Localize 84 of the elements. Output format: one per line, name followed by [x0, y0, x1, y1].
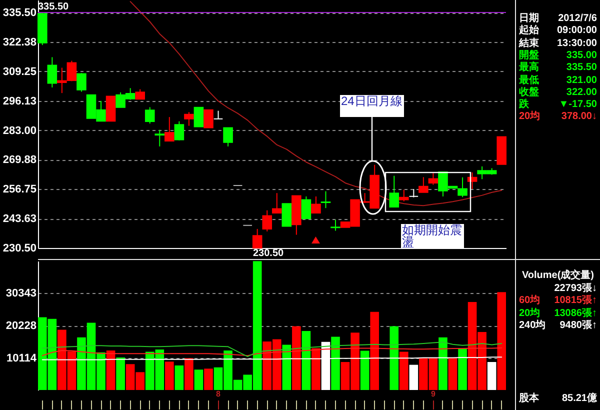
bar — [360, 350, 370, 390]
y-tick-label: 256.75 — [2, 184, 36, 196]
candlestick — [262, 210, 272, 232]
text: 240均 9480張↑ — [519, 320, 597, 331]
candlestick — [311, 196, 321, 214]
bar — [448, 357, 458, 390]
bar — [438, 337, 448, 390]
line-series — [42, 342, 502, 358]
bar — [106, 350, 116, 390]
candlestick — [144, 106, 155, 124]
candlestick — [47, 56, 58, 88]
candlestick — [174, 120, 184, 141]
text: 起始 09:00:00 — [519, 25, 597, 36]
bar — [282, 344, 292, 390]
candlestick — [204, 109, 214, 128]
y-tick-label: 243.63 — [2, 213, 36, 226]
bar — [390, 326, 399, 390]
text: 20均 378.00↓ — [519, 111, 597, 122]
candlestick — [282, 203, 292, 227]
bar — [165, 362, 174, 390]
text: 跌 ▼-17.50 — [519, 99, 597, 110]
candlestick — [320, 190, 331, 209]
y-tick-label: 20228 — [6, 320, 36, 332]
line-series — [130, 1, 502, 206]
text: 20均 13086張↑ — [519, 308, 597, 318]
text: 收盤 322.00 — [519, 86, 597, 98]
y-tick-label: 335.50 — [2, 7, 36, 20]
text: 結束 13:30:00 — [519, 38, 597, 49]
bar — [116, 357, 125, 390]
bar — [174, 365, 184, 390]
candlestick — [418, 176, 428, 193]
candlestick — [194, 106, 204, 128]
text: 60均 10815張↑ — [519, 295, 597, 306]
line-series — [42, 347, 502, 356]
bar — [204, 368, 213, 390]
candlestick — [272, 192, 282, 214]
annotation: 230.50 — [253, 248, 284, 259]
candlestick — [164, 116, 174, 142]
bar — [194, 370, 204, 390]
bar — [312, 348, 320, 390]
bar — [400, 352, 408, 390]
bar — [292, 326, 301, 390]
bar — [184, 358, 194, 390]
candlestick — [252, 228, 262, 248]
y-tick-label: 30343 — [6, 288, 36, 300]
text: 開盤 335.00 — [519, 50, 597, 61]
candlestick — [458, 176, 468, 198]
y-tick-label: 296.13 — [2, 95, 36, 108]
candlestick — [330, 219, 340, 232]
candlestick — [154, 129, 165, 147]
bar — [409, 364, 418, 390]
bar — [487, 362, 496, 390]
bar — [370, 312, 379, 390]
candlestick — [135, 88, 145, 100]
y-tick-label: 322.38 — [2, 36, 36, 48]
candlestick — [301, 196, 312, 220]
text: 最高 335.50 — [519, 62, 597, 74]
candlestick — [399, 189, 409, 202]
candlestick — [408, 188, 419, 198]
bar — [331, 336, 340, 390]
text: 股本 85.21億 — [519, 393, 597, 404]
x-tick-label: 9 — [430, 390, 436, 398]
annotation: 24日回月線 — [340, 94, 404, 117]
y-tick-label: 230.50 — [2, 242, 36, 254]
bar — [302, 331, 311, 390]
annotation: 如期開始震盪 — [401, 223, 464, 249]
y-tick-label: 283.00 — [2, 124, 36, 137]
annotation: 335.50 — [38, 2, 70, 13]
y-tick-label: 309.25 — [2, 66, 36, 78]
x-tick-label: 8 — [216, 390, 222, 398]
bar — [458, 348, 467, 390]
text: 22793張↓ — [554, 282, 597, 294]
y-tick-label: 10114 — [6, 352, 38, 364]
text: Volume(成交量) — [520, 270, 596, 282]
bar — [497, 292, 506, 390]
candlestick — [428, 172, 438, 186]
text: 日期 2012/7/6 — [519, 13, 597, 24]
candlestick — [76, 72, 86, 92]
y-tick-label: 269.88 — [2, 154, 36, 166]
candlestick — [213, 110, 224, 120]
candlestick — [223, 127, 233, 147]
candlestick — [389, 175, 400, 208]
candlestick — [184, 112, 194, 126]
text: 最低 321.00 — [519, 74, 597, 86]
